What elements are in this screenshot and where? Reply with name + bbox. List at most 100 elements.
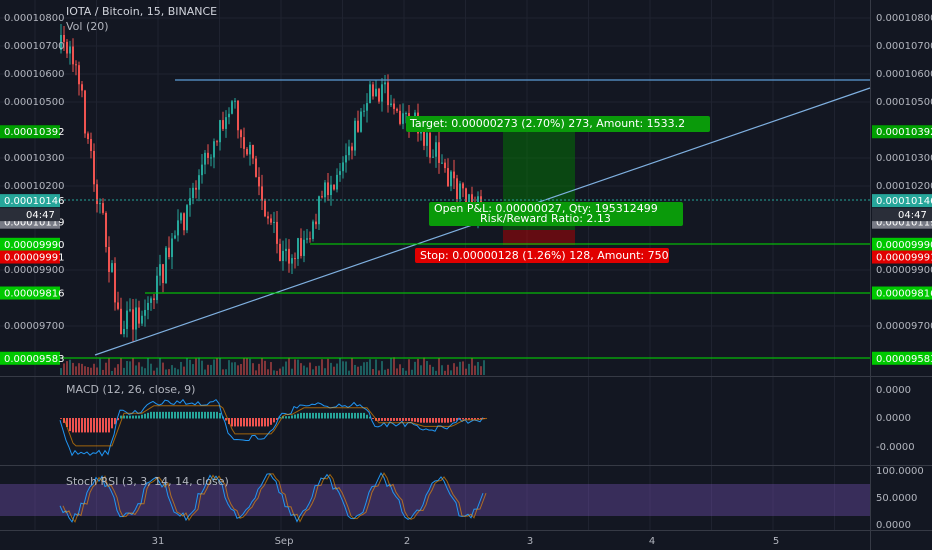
candle-body bbox=[360, 111, 362, 132]
price-tick-label: 0.00010700 bbox=[876, 41, 932, 52]
candle-body bbox=[324, 182, 326, 198]
macd-hist bbox=[126, 415, 128, 419]
candle-body bbox=[237, 100, 239, 131]
candle-body bbox=[177, 220, 179, 236]
price-marker-label: 0.00009816 bbox=[4, 289, 64, 300]
volume-bar bbox=[480, 366, 482, 375]
volume-bar bbox=[438, 358, 440, 375]
price-marker bbox=[872, 286, 932, 300]
open-box bbox=[429, 202, 683, 226]
macd-hist bbox=[456, 418, 458, 421]
macd-hist bbox=[321, 412, 323, 419]
macd-hist bbox=[75, 418, 77, 433]
macd-hist bbox=[342, 412, 344, 419]
volume-bar bbox=[333, 366, 335, 375]
candle-body bbox=[84, 90, 86, 134]
macd-hist bbox=[465, 418, 467, 420]
time-tick-label: 2 bbox=[404, 536, 410, 547]
volume-bar bbox=[417, 358, 419, 375]
volume-bar bbox=[180, 361, 182, 375]
macd-hist bbox=[402, 418, 404, 421]
volume-bar bbox=[288, 357, 290, 375]
candle-body bbox=[123, 328, 125, 335]
volume-bar bbox=[414, 361, 416, 375]
price-tick-label: 0.00010500 bbox=[876, 97, 932, 108]
volume-bar bbox=[195, 358, 197, 375]
price-tick-label-left: 0.00010300 bbox=[4, 153, 64, 164]
candle-body bbox=[183, 213, 185, 231]
candle-body bbox=[168, 247, 170, 258]
macd-hist bbox=[186, 411, 188, 419]
price-tick-label-left: 0.00010800 bbox=[4, 13, 64, 24]
macd-hist bbox=[171, 411, 173, 419]
candle-body bbox=[291, 258, 293, 264]
volume-bar bbox=[402, 368, 404, 375]
price-marker bbox=[872, 125, 932, 139]
volume-bar bbox=[390, 358, 392, 375]
macd-hist bbox=[363, 412, 365, 419]
macd-hist bbox=[225, 418, 227, 421]
macd-hist bbox=[384, 418, 386, 421]
volume-bar bbox=[123, 367, 125, 375]
macd-hist bbox=[180, 411, 182, 419]
volume-bar bbox=[318, 365, 320, 375]
stoch-band bbox=[0, 484, 870, 516]
price-tick-label: 0.00010300 bbox=[876, 153, 932, 164]
volume-bar bbox=[186, 358, 188, 375]
volume-bar bbox=[114, 367, 116, 375]
macd-hist bbox=[333, 412, 335, 419]
candle-body bbox=[159, 264, 161, 276]
volume-bar bbox=[93, 363, 95, 375]
candle-body bbox=[348, 146, 350, 156]
stoch-label: Stoch RSI (3, 3, 14, 14, close) bbox=[66, 475, 229, 488]
volume-bar bbox=[303, 365, 305, 375]
macd-hist bbox=[372, 418, 374, 420]
volume-bar bbox=[408, 359, 410, 375]
macd-hist bbox=[426, 418, 428, 423]
price-marker bbox=[0, 250, 60, 264]
candle-body bbox=[156, 275, 158, 301]
price-marker bbox=[872, 250, 932, 264]
macd-hist bbox=[162, 411, 164, 419]
volume-bar bbox=[225, 369, 227, 375]
candle-body bbox=[366, 103, 368, 111]
macd-hist bbox=[255, 418, 257, 427]
candle-body bbox=[216, 141, 218, 143]
candle-body bbox=[210, 157, 212, 159]
candle-body bbox=[60, 35, 62, 50]
volume-bar bbox=[336, 363, 338, 375]
candle-body bbox=[399, 110, 401, 124]
candle-body bbox=[264, 200, 266, 217]
macd-hist bbox=[204, 411, 206, 419]
macd-hist bbox=[294, 414, 296, 419]
macd-hist bbox=[132, 415, 134, 419]
volume-bar bbox=[210, 364, 212, 375]
candle-body bbox=[75, 64, 77, 66]
volume-bar bbox=[102, 369, 104, 375]
macd-hist bbox=[153, 411, 155, 419]
macd-hist bbox=[99, 418, 101, 433]
volume-bar bbox=[252, 363, 254, 375]
volume-bar bbox=[249, 358, 251, 375]
volume-bar bbox=[267, 369, 269, 375]
macd-hist bbox=[189, 411, 191, 419]
price-tick-label-left: 0.00009700 bbox=[4, 321, 64, 332]
candle-body bbox=[273, 221, 275, 223]
volume-bar bbox=[324, 368, 326, 375]
volume-bar bbox=[243, 358, 245, 375]
macd-hist bbox=[114, 418, 116, 425]
price-marker-label: 0.00010392 bbox=[4, 127, 64, 138]
macd-hist bbox=[312, 412, 314, 419]
volume-bar bbox=[111, 370, 113, 375]
macd-hist bbox=[264, 418, 266, 427]
macd-hist bbox=[87, 418, 89, 433]
macd-hist bbox=[129, 415, 131, 419]
macd-hist bbox=[309, 412, 311, 419]
volume-bar bbox=[309, 362, 311, 375]
candle-body bbox=[312, 221, 314, 239]
candle-body bbox=[66, 41, 68, 54]
candle-body bbox=[78, 65, 80, 85]
macd-hist bbox=[405, 418, 407, 421]
macd-hist bbox=[378, 418, 380, 421]
volume-bar bbox=[117, 364, 119, 375]
